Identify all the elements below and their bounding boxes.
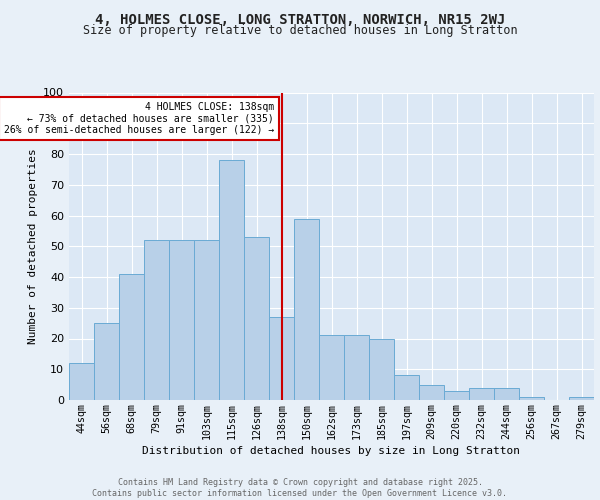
Bar [144, 240, 169, 400]
Bar [419, 384, 444, 400]
Bar [519, 397, 544, 400]
Bar [444, 391, 469, 400]
X-axis label: Distribution of detached houses by size in Long Stratton: Distribution of detached houses by size … [143, 446, 521, 456]
Bar [169, 240, 194, 400]
Bar [219, 160, 244, 400]
Bar [569, 397, 594, 400]
Bar [494, 388, 519, 400]
Bar [94, 323, 119, 400]
Bar [469, 388, 494, 400]
Bar [119, 274, 144, 400]
Text: Contains HM Land Registry data © Crown copyright and database right 2025.
Contai: Contains HM Land Registry data © Crown c… [92, 478, 508, 498]
Bar [344, 336, 369, 400]
Bar [369, 338, 394, 400]
Bar [194, 240, 219, 400]
Y-axis label: Number of detached properties: Number of detached properties [28, 148, 38, 344]
Bar [394, 376, 419, 400]
Bar [319, 336, 344, 400]
Bar [69, 363, 94, 400]
Bar [294, 218, 319, 400]
Text: 4, HOLMES CLOSE, LONG STRATTON, NORWICH, NR15 2WJ: 4, HOLMES CLOSE, LONG STRATTON, NORWICH,… [95, 12, 505, 26]
Text: 4 HOLMES CLOSE: 138sqm
← 73% of detached houses are smaller (335)
26% of semi-de: 4 HOLMES CLOSE: 138sqm ← 73% of detached… [4, 102, 274, 135]
Text: Size of property relative to detached houses in Long Stratton: Size of property relative to detached ho… [83, 24, 517, 37]
Bar [269, 317, 294, 400]
Bar [244, 237, 269, 400]
